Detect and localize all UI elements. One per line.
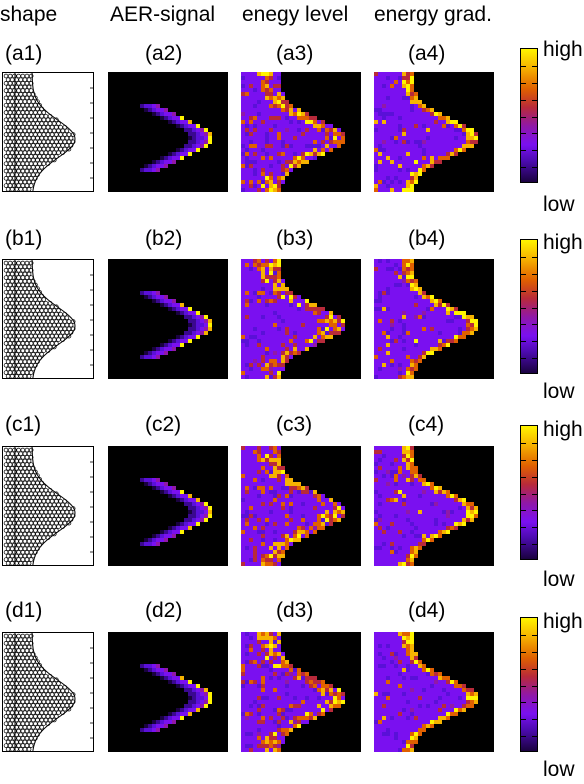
colorbar-b-high-label: high [543,231,583,254]
colorbar-b [520,239,538,374]
header-shape: shape [0,3,58,26]
header-aer-signal: AER-signal [110,3,216,26]
colorbar-c-high-label: high [543,418,583,441]
label-b3: (b3) [276,227,314,250]
shape-plot-a1 [2,72,94,192]
label-a4: (a4) [408,42,446,65]
heatmap-b2 [108,259,228,379]
colorbar-a [520,48,538,183]
heatmap-d2 [108,632,228,752]
heatmap-c4 [374,446,494,566]
colorbar-d-high-label: high [543,610,583,633]
label-b4: (b4) [408,227,446,250]
shape-plot-b1 [2,259,94,379]
shape-plot-c1 [2,446,94,566]
label-b1: (b1) [5,227,43,250]
colorbar-c-low-label: low [543,568,575,591]
heatmap-a3 [241,72,361,192]
heatmap-d3 [241,632,361,752]
label-d3: (d3) [276,599,314,622]
label-d2: (d2) [145,599,183,622]
label-c4: (c4) [408,413,445,436]
label-d1: (d1) [5,599,43,622]
label-d4: (d4) [408,599,446,622]
label-a1: (a1) [5,42,43,65]
header-energy-grad: energy grad. [374,3,492,26]
heatmap-b4 [374,259,494,379]
heatmap-a4 [374,72,494,192]
colorbar-a-high-label: high [543,38,583,61]
label-b2: (b2) [145,227,183,250]
label-c2: (c2) [145,413,182,436]
label-a2: (a2) [145,42,183,65]
heatmap-b3 [241,259,361,379]
heatmap-c2 [108,446,228,566]
heatmap-a2 [108,72,228,192]
label-c1: (c1) [5,413,42,436]
colorbar-d [520,617,538,752]
shape-plot-d1 [2,632,94,752]
label-a3: (a3) [276,42,314,65]
heatmap-d4 [374,632,494,752]
colorbar-d-low-label: low [543,758,575,781]
header-energy-level: enegy level [242,3,349,26]
heatmap-c3 [241,446,361,566]
colorbar-c [520,425,538,560]
colorbar-b-low-label: low [543,380,575,403]
label-c3: (c3) [276,413,313,436]
colorbar-a-low-label: low [543,193,575,216]
